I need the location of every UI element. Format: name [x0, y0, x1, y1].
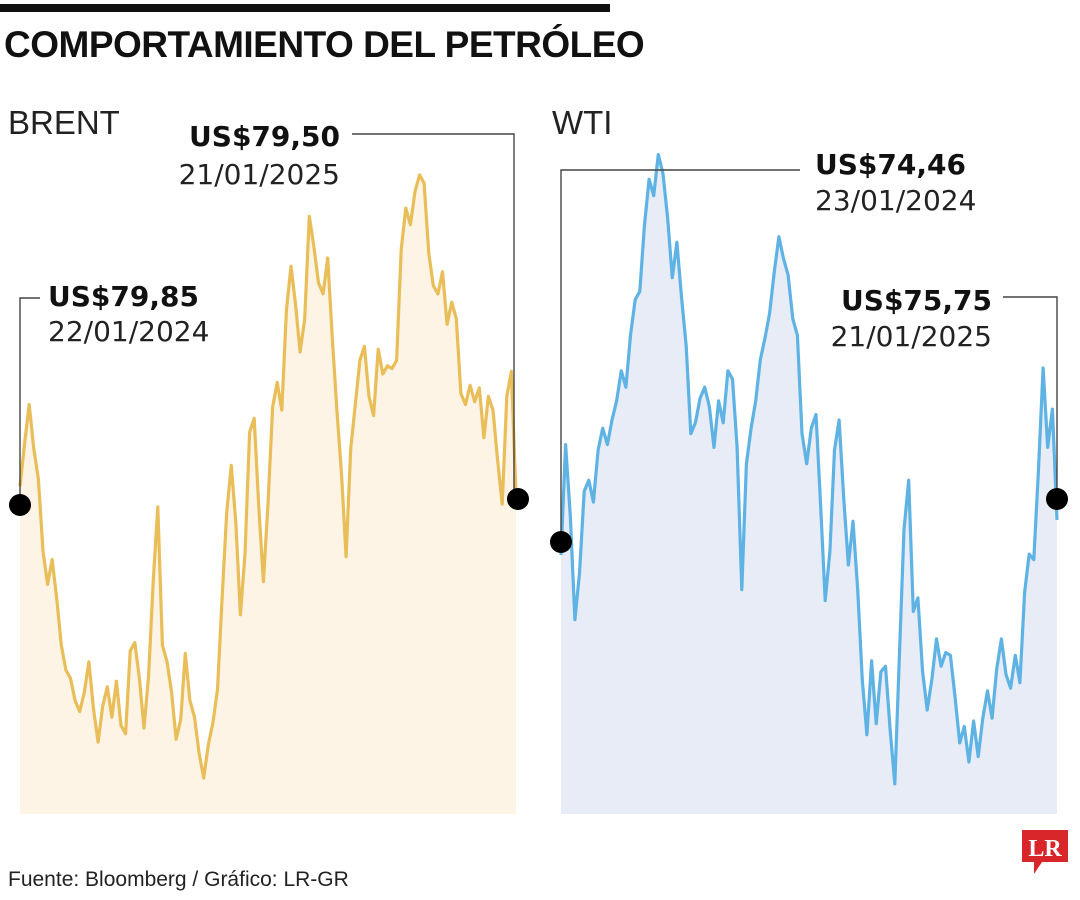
wti-area — [561, 154, 1057, 815]
title-rule — [0, 4, 610, 12]
brent-panel: BRENT US$79,85 22/01/2024 US$79,50 21/01… — [8, 104, 529, 814]
brent-end-date: 21/01/2025 — [179, 158, 340, 191]
wti-end-point — [1046, 488, 1068, 510]
wti-end-date: 21/01/2025 — [831, 320, 992, 353]
lr-logo: LR — [1022, 830, 1068, 874]
brent-start-date: 22/01/2024 — [48, 315, 209, 348]
brent-area — [20, 174, 516, 814]
brent-series-name: BRENT — [8, 104, 120, 141]
brent-end-point — [507, 488, 529, 510]
brent-start-point — [9, 494, 31, 516]
wti-end-price: US$75,75 — [841, 284, 992, 317]
wti-end-leader — [1003, 296, 1058, 499]
wti-start-point — [550, 531, 572, 553]
brent-start-leader — [19, 297, 40, 505]
chart-title: COMPORTAMIENTO DEL PETRÓLEO — [4, 24, 645, 65]
wti-start-price: US$74,46 — [815, 148, 966, 181]
brent-end-leader — [352, 133, 515, 499]
wti-panel: WTI US$74,46 23/01/2024 US$75,75 21/01/2… — [550, 104, 1068, 815]
wti-line — [559, 153, 1059, 786]
source-note: Fuente: Bloomberg / Gráfico: LR-GR — [8, 868, 349, 891]
lr-logo-badge — [1022, 830, 1068, 874]
wti-series-name: WTI — [552, 104, 612, 141]
brent-start-price: US$79,85 — [48, 280, 199, 313]
brent-line — [18, 173, 518, 780]
lr-logo-text: LR — [1028, 836, 1062, 862]
wti-start-leader — [560, 169, 800, 542]
wti-start-date: 23/01/2024 — [815, 184, 976, 217]
brent-end-price: US$79,50 — [189, 120, 340, 153]
